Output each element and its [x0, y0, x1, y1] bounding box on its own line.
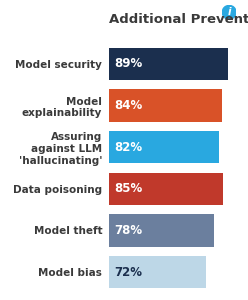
Text: 82%: 82% [114, 141, 142, 154]
Bar [109, 256, 206, 288]
Circle shape [222, 5, 236, 19]
Bar [109, 131, 219, 164]
Text: i: i [227, 7, 231, 17]
Text: 89%: 89% [114, 58, 142, 70]
Bar [109, 172, 223, 205]
Bar [109, 48, 228, 80]
Bar [109, 89, 222, 122]
Bar [109, 214, 214, 247]
Text: 78%: 78% [114, 224, 142, 237]
Text: 84%: 84% [114, 99, 142, 112]
Text: Additional Preventive Testing: Additional Preventive Testing [109, 14, 248, 26]
Text: 85%: 85% [114, 182, 142, 195]
Text: 72%: 72% [114, 266, 142, 278]
